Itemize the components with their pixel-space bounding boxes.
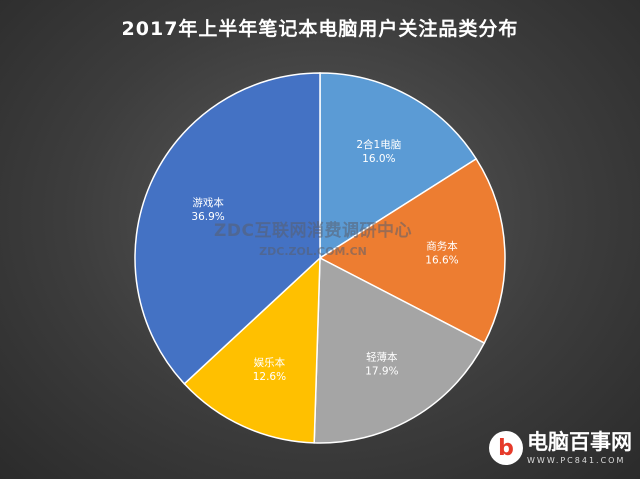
logo-name: 电脑百事网 (527, 429, 632, 454)
pie-slice-0 (319, 72, 478, 260)
pie-slice-2 (313, 256, 486, 444)
chart-title: 2017年上半年笔记本电脑用户关注品类分布 (121, 18, 519, 40)
slice-label-4: 游戏本 (192, 196, 224, 209)
logo-url: WWW.PC841.COM (527, 455, 626, 465)
slice-label-3: 娱乐本 (254, 356, 286, 369)
pie-slice-3 (183, 256, 321, 444)
watermark-sub: ZDC.ZOL.COM.CN (259, 245, 367, 258)
slice-label-0: 2合1电脑 (356, 138, 401, 151)
slice-value-0: 16.0% (362, 153, 395, 165)
watermark: ZDC互联网消费调研中心 ZDC.ZOL.COM.CN (178, 216, 448, 258)
slice-value-3: 12.6% (253, 371, 286, 383)
slice-label-2: 轻薄本 (366, 350, 398, 363)
logo-b-icon: b (489, 431, 523, 465)
site-logo: b 电脑百事网 WWW.PC841.COM (489, 431, 632, 465)
watermark-main: ZDC互联网消费调研中心 (214, 221, 412, 241)
pie-slices (134, 72, 506, 444)
pie-labels: 2合1电脑 16.0% 商务本 16.6% 轻薄本 17.9% 娱乐本 12.6% 游戏本 36.… (191, 138, 458, 383)
slice-label-1: 商务本 (426, 240, 458, 253)
slice-value-1: 16.6% (425, 255, 458, 267)
slice-value-2: 17.9% (365, 365, 398, 377)
slice-value-4: 36.9% (191, 211, 224, 223)
pie-slice-1 (318, 157, 506, 345)
pie-slice-4 (134, 72, 321, 385)
